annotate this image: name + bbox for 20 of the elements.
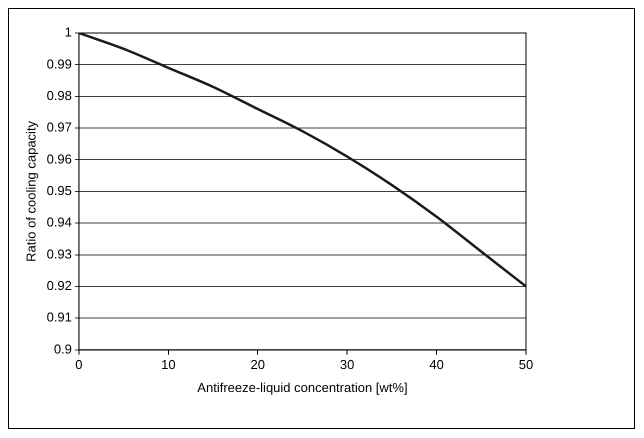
line-series [78,33,526,288]
x-tick-label: 40 [429,357,444,372]
y-tick-label: 0.96 [46,151,72,166]
y-tick-label: 0.9 [54,341,72,356]
x-tick-label: 30 [340,357,354,372]
y-tick-label: 0.95 [46,182,72,198]
x-tick-label: 50 [518,357,534,372]
y-tick-label: 0.93 [46,246,72,262]
x-tick-label: 20 [250,357,265,372]
x-axis-title: Antifreeze-liquid concentration [wt%] [197,380,408,395]
y-tick-label: 1 [64,24,72,40]
y-tick-label: 0.98 [46,88,72,103]
y-tick-label: 0.97 [46,120,72,135]
x-tick-label: 10 [161,357,176,372]
x-tick-label: 0 [75,357,83,372]
y-tick-label: 0.99 [46,56,72,72]
y-tick-label: 0.94 [46,214,72,230]
y-tick-label: 0.92 [46,278,72,294]
y-tick-label: 0.91 [46,310,72,325]
y-axis-title: Ratio of cooling capacity [23,120,38,262]
